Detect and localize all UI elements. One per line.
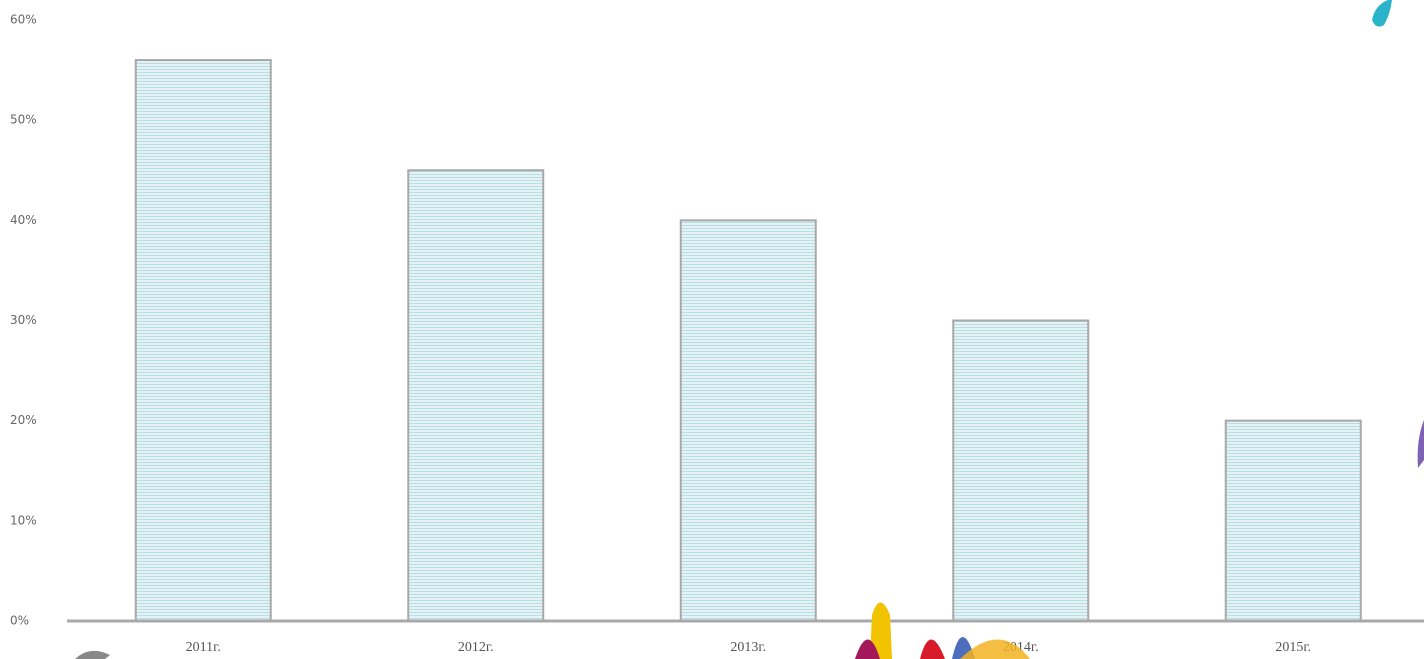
y-tick-label: 50% <box>10 113 37 127</box>
y-tick-label: 10% <box>10 513 37 527</box>
decoration <box>1417 420 1424 468</box>
bar <box>679 219 817 622</box>
y-tick-label: 40% <box>10 213 37 227</box>
decoration <box>1372 0 1392 27</box>
bar <box>134 59 272 623</box>
x-tick-label: 2015г. <box>1275 640 1311 655</box>
y-tick-label: 30% <box>10 313 37 327</box>
bar <box>1224 419 1362 622</box>
decoration <box>920 639 945 659</box>
y-tick-label: 60% <box>10 13 37 27</box>
y-tick-label: 20% <box>10 413 37 427</box>
decoration <box>870 602 892 659</box>
x-tick-label: 2013г. <box>730 640 766 655</box>
x-tick-label: 2011г. <box>186 640 221 655</box>
decoration <box>960 639 1030 659</box>
y-tick-label: 0% <box>10 614 29 628</box>
bar <box>407 169 545 622</box>
x-tick-label: 2012г. <box>458 640 494 655</box>
decoration <box>75 650 110 659</box>
bar <box>952 319 1090 622</box>
decoration <box>855 639 880 659</box>
